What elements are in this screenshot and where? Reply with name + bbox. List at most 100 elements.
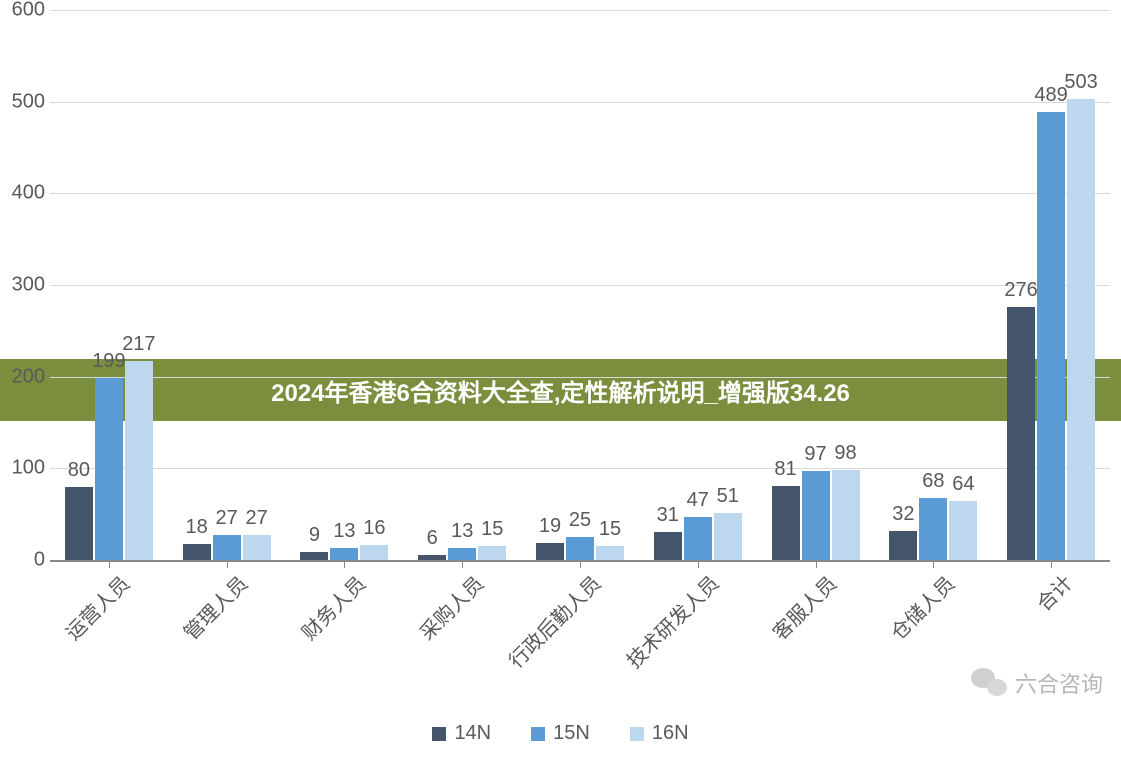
bar-value-label: 68 [922, 470, 944, 493]
bar-value-label: 9 [309, 524, 320, 547]
bar-group: 326864 [889, 10, 977, 560]
bar-group: 819798 [772, 10, 860, 560]
x-tick-mark [816, 562, 817, 568]
legend-label: 16N [652, 722, 689, 745]
legend-label: 15N [553, 722, 590, 745]
bar-value-label: 25 [569, 509, 591, 532]
bar-value-label: 13 [333, 520, 355, 543]
bar-group: 80199217 [65, 10, 153, 560]
bar: 489 [1037, 112, 1065, 560]
bar-value-label: 6 [427, 527, 438, 550]
bar: 47 [684, 517, 712, 560]
bar-value-label: 32 [892, 503, 914, 526]
bar: 6 [418, 555, 446, 561]
x-tick-mark [698, 562, 699, 568]
bar-group: 314751 [654, 10, 742, 560]
bar-group: 61315 [418, 10, 506, 560]
bar: 97 [802, 471, 830, 560]
bar-group: 91316 [300, 10, 388, 560]
bar-value-label: 80 [68, 459, 90, 482]
bar-group: 182727 [183, 10, 271, 560]
y-axis-tick: 500 [0, 90, 45, 113]
bar-value-label: 51 [717, 485, 739, 508]
legend-label: 14N [454, 722, 491, 745]
bar-value-label: 18 [186, 516, 208, 539]
y-axis-tick: 100 [0, 457, 45, 480]
bar: 51 [714, 513, 742, 560]
bar-value-label: 97 [804, 443, 826, 466]
bar: 81 [772, 486, 800, 560]
bar: 503 [1067, 99, 1095, 560]
bar-value-label: 64 [952, 473, 974, 496]
bar: 9 [300, 552, 328, 560]
x-tick-mark [462, 562, 463, 568]
bar-value-label: 199 [92, 350, 125, 373]
y-axis-tick: 300 [0, 274, 45, 297]
bar: 27 [243, 535, 271, 560]
bar: 217 [125, 361, 153, 560]
bar: 15 [596, 546, 624, 560]
bar-value-label: 15 [599, 518, 621, 541]
x-tick-mark [1051, 562, 1052, 568]
wechat-icon [971, 668, 1007, 698]
bar: 27 [213, 535, 241, 560]
chart-container: 2024年香港6合资料大全查,定性解析说明_增强版34.26 14N15N16N… [0, 0, 1121, 757]
x-axis-label: 采购人员 [412, 568, 489, 645]
bar-value-label: 15 [481, 518, 503, 541]
x-axis-label: 客服人员 [765, 568, 842, 645]
y-axis-tick: 0 [0, 549, 45, 572]
x-axis-label: 技术研发人员 [619, 568, 724, 673]
bar: 13 [330, 548, 358, 560]
x-tick-mark [344, 562, 345, 568]
legend-swatch [630, 727, 644, 741]
x-tick-mark [109, 562, 110, 568]
bar-group: 276489503 [1007, 10, 1095, 560]
x-axis-label: 管理人员 [176, 568, 253, 645]
bar: 18 [183, 544, 211, 561]
bar-value-label: 489 [1034, 84, 1067, 107]
x-axis-label: 仓储人员 [883, 568, 960, 645]
bar-value-label: 81 [774, 458, 796, 481]
bar: 80 [65, 487, 93, 560]
bar: 13 [448, 548, 476, 560]
x-axis-label: 运营人员 [58, 568, 135, 645]
bar-group: 192515 [536, 10, 624, 560]
legend: 14N 15N 16N [0, 722, 1121, 745]
watermark-text: 六合咨询 [1015, 667, 1103, 699]
y-axis-tick: 400 [0, 182, 45, 205]
bar-value-label: 27 [246, 507, 268, 530]
bar-value-label: 217 [122, 333, 155, 356]
x-tick-mark [580, 562, 581, 568]
y-axis-tick: 600 [0, 0, 45, 22]
watermark: 六合咨询 [971, 667, 1103, 699]
bar: 25 [566, 537, 594, 560]
bar: 16 [360, 545, 388, 560]
bar-value-label: 503 [1064, 71, 1097, 94]
y-axis-tick: 200 [0, 365, 45, 388]
bar: 276 [1007, 307, 1035, 560]
bar: 68 [919, 498, 947, 560]
legend-item: 16N [630, 722, 689, 745]
x-axis-label: 财务人员 [294, 568, 371, 645]
x-axis-label: 合计 [1029, 568, 1078, 617]
bar: 199 [95, 378, 123, 560]
bar-value-label: 19 [539, 515, 561, 538]
x-tick-mark [933, 562, 934, 568]
legend-item: 14N [432, 722, 491, 745]
bar-value-label: 276 [1004, 279, 1037, 302]
bar-value-label: 47 [687, 489, 709, 512]
bar: 15 [478, 546, 506, 560]
legend-swatch [432, 727, 446, 741]
bar-value-label: 16 [363, 517, 385, 540]
bar: 64 [949, 501, 977, 560]
bar: 32 [889, 531, 917, 560]
bar-value-label: 31 [657, 504, 679, 527]
bar: 19 [536, 543, 564, 560]
bar: 31 [654, 532, 682, 560]
bar-value-label: 98 [834, 442, 856, 465]
bar-value-label: 27 [216, 507, 238, 530]
x-tick-mark [227, 562, 228, 568]
legend-item: 15N [531, 722, 590, 745]
x-axis-label: 行政后勤人员 [501, 568, 606, 673]
legend-swatch [531, 727, 545, 741]
